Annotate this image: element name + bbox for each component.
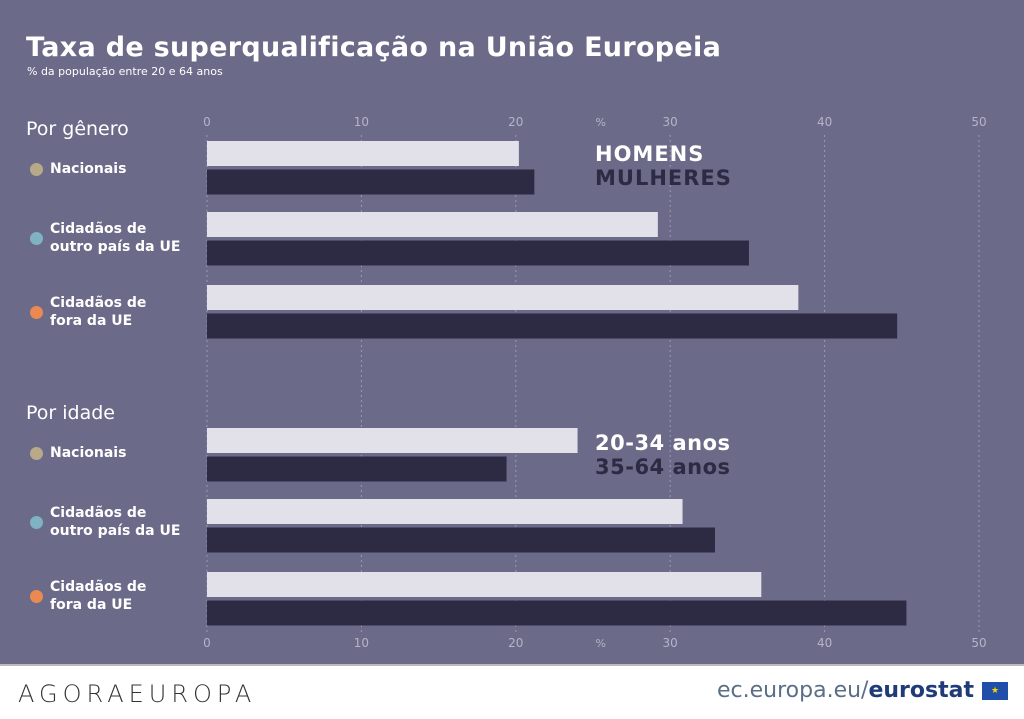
tick-label: 40 <box>817 115 832 129</box>
dot-ue <box>30 231 43 245</box>
bar-age-0-0 <box>207 428 578 453</box>
chart: Taxa de superqualificação na União Europ… <box>0 0 1024 664</box>
category-nacionais-age: Nacionais <box>30 444 126 462</box>
tick-label: 30 <box>663 636 678 650</box>
agoraeuropa-logo: AGORAEUROPA <box>18 680 257 708</box>
tick-label: 0 <box>203 636 211 650</box>
tick-label: 0 <box>203 115 211 129</box>
source-link[interactable]: ec.europa.eu/eurostat <box>717 678 974 703</box>
category-nacionais: Nacionais <box>30 160 126 178</box>
category-fora-age: Cidadãos de fora da UE <box>30 578 146 614</box>
tick-label: 10 <box>354 636 369 650</box>
section-age-title: Por idade <box>26 402 115 424</box>
dot-nacionais <box>30 446 43 460</box>
dot-nacionais <box>30 162 43 176</box>
tick-label: 50 <box>971 115 986 129</box>
bar-age-2-1 <box>207 600 907 626</box>
legend-35-64: 35-64 anos <box>595 455 731 479</box>
tick-label: 30 <box>663 115 678 129</box>
axis-unit: % <box>595 116 605 129</box>
bar-gender-1-0 <box>207 212 658 237</box>
bar-gender-2-1 <box>207 313 898 339</box>
bar-gender-2-0 <box>207 285 799 310</box>
bar-age-0-1 <box>207 456 507 482</box>
chart-title: Taxa de superqualificação na União Europ… <box>26 32 722 63</box>
bar-gender-0-0 <box>207 141 519 166</box>
tick-label: 40 <box>817 636 832 650</box>
chart-subtitle: % da população entre 20 e 64 anos <box>27 65 223 78</box>
legend-20-34: 20-34 anos <box>595 431 731 455</box>
dot-fora <box>30 589 43 603</box>
legend-age: 20-34 anos 35-64 anos <box>595 431 731 479</box>
tick-label: 50 <box>971 636 986 650</box>
legend-homens: HOMENS <box>595 142 705 166</box>
tick-label: 20 <box>508 115 523 129</box>
plot-area: 0 0 10 10 20 20 30 30 40 40 50 50%% <box>203 115 986 650</box>
category-ue-age: Cidadãos de outro país da UE <box>30 504 180 540</box>
category-fora: Cidadãos de fora da UE <box>30 294 146 330</box>
eu-flag-icon: ★ <box>982 682 1008 700</box>
axis-unit: % <box>595 637 605 650</box>
bar-gender-0-1 <box>207 169 535 195</box>
category-ue: Cidadãos de outro país da UE <box>30 220 180 256</box>
section-gender-title: Por gênero <box>26 118 129 140</box>
bar-age-1-1 <box>207 527 715 553</box>
dot-fora <box>30 305 43 319</box>
legend-gender: HOMENS MULHERES <box>595 142 732 190</box>
bar-age-1-0 <box>207 499 683 524</box>
bar-gender-1-1 <box>207 240 749 266</box>
tick-label: 10 <box>354 115 369 129</box>
footer: AGORAEUROPA ec.europa.eu/eurostat ★ <box>0 664 1024 719</box>
bar-age-2-0 <box>207 572 762 597</box>
dot-ue <box>30 515 43 529</box>
legend-mulheres: MULHERES <box>595 166 732 190</box>
tick-label: 20 <box>508 636 523 650</box>
